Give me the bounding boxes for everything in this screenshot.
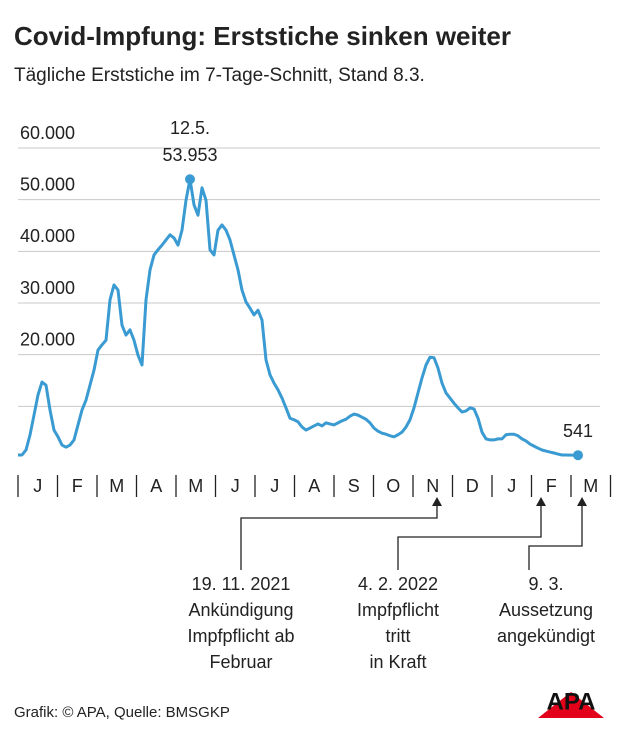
x-tick-label: F [72,476,83,496]
x-tick-label: D [466,476,479,496]
y-tick-label: 60.000 [20,123,75,143]
arrow [397,504,542,570]
line [18,177,579,457]
y-tick-label: 50.000 [20,174,75,194]
x-tick-label: N [426,476,439,496]
logo-triangle [538,692,604,718]
x-tick-label: F [546,476,557,496]
arrow [240,504,438,570]
x-tick-label: A [308,476,320,496]
logo: APA [547,688,596,715]
annotation-text: 19. 11. 2021 [192,574,291,594]
x-tick-label: J [507,476,516,496]
annotation-text: 9. 3. [528,574,563,594]
annotation-text: Februar [209,652,272,672]
x-tick-label: J [33,476,42,496]
x-tick-label: O [386,476,400,496]
y-tick-label: 30.000 [20,278,75,298]
x-tick-label: A [150,476,162,496]
value-label: 541 [563,421,593,441]
arrow [528,504,583,570]
annotation-text: Impfpflicht ab [187,626,294,646]
annotation-text: Impfpflicht [357,600,439,620]
peak-date: 12.5. [170,118,210,138]
value-label: 53.953 [162,145,217,165]
chart-subtitle: Tägliche Erststiche im 7-Tage-Schnitt, S… [14,65,425,86]
arrow-head [432,497,442,506]
y-tick-label: 40.000 [20,226,75,246]
x-tick-label: S [348,476,360,496]
annotation-text: Ankündigung [188,600,293,620]
annotation-arrows [240,497,587,570]
x-tick-label: J [270,476,279,496]
x-tick-label: M [583,476,598,496]
annotation-text: Aussetzung [499,600,593,620]
x-tick-label: M [188,476,203,496]
annotation-text: in Kraft [369,652,426,672]
chart-title: Covid-Impfung: Erststiche sinken weiter [14,21,511,51]
annotation-text: tritt [386,626,411,646]
point [185,174,195,185]
arrow-head [536,497,546,506]
annotation-text: angekündigt [497,626,595,646]
x-tick-label: J [231,476,240,496]
x-tick-label: M [109,476,124,496]
annotation-text: 4. 2. 2022 [358,574,438,594]
source: Grafik: © APA, Quelle: BMSGKP [14,704,230,721]
point [573,450,583,461]
y-tick-label: 20.000 [20,329,75,349]
arrow-head [577,497,587,506]
